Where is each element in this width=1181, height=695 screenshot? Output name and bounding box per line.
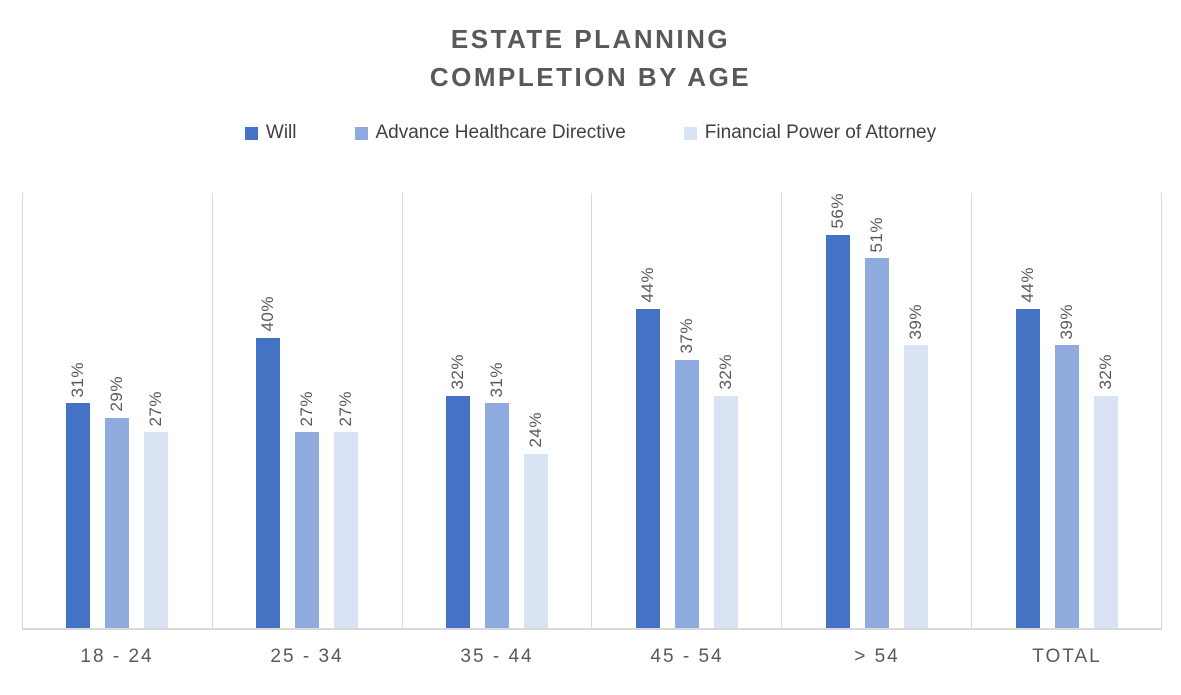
bar-unit-financial-power-of-attorney-35-44: 24% — [524, 193, 549, 628]
bar-unit-will-45-54: 44% — [635, 193, 660, 628]
will-swatch-icon — [244, 126, 258, 140]
plot-area: 31% 29% 27% 40% 27% 27% 32% 31% 24% 44% 37% 32% 56% 5… — [22, 193, 1162, 630]
bar-value-label: 40% — [258, 296, 278, 333]
advance-healthcare-directive-bar — [864, 258, 889, 628]
category-group-18-24: 31% 29% 27% — [22, 193, 212, 628]
bar-value-label: 32% — [448, 354, 468, 390]
will-bar — [446, 396, 471, 628]
bar-unit-advance-healthcare-directive-54: 51% — [864, 193, 889, 628]
advance-healthcare-directive-bar — [1054, 345, 1079, 628]
bar-value-label: 31% — [68, 361, 88, 398]
advance-healthcare-directive-bar — [485, 403, 510, 628]
bar-value-label: 39% — [1056, 303, 1076, 340]
will-bar — [66, 403, 91, 628]
bar-cluster: 40% 27% 27% — [213, 193, 402, 628]
category-group-25-34: 40% 27% 27% — [211, 193, 402, 628]
category-label-18-24: 18 - 24 — [80, 646, 154, 667]
will-bar — [256, 338, 281, 628]
bar-value-label: 51% — [866, 216, 886, 253]
bar-value-label: 32% — [1095, 354, 1115, 390]
bar-unit-financial-power-of-attorney-54: 39% — [903, 193, 928, 628]
bar-unit-will-total: 44% — [1015, 193, 1040, 628]
bar-unit-advance-healthcare-directive-35-44: 31% — [485, 193, 510, 628]
advance-healthcare-directive-bar — [295, 432, 320, 628]
bar-value-label: 39% — [905, 303, 925, 340]
legend-item-financial-power-of-attorney: Financial Power of Attorney — [683, 122, 937, 144]
bar-unit-financial-power-of-attorney-25-34: 27% — [334, 193, 359, 628]
bar-cluster: 56% 51% 39% — [782, 193, 971, 628]
financial-power-of-attorney-bar — [144, 432, 169, 628]
financial-power-of-attorney-bar — [903, 345, 928, 628]
bar-value-label: 44% — [637, 267, 657, 303]
bar-value-label: 29% — [107, 376, 127, 412]
bar-unit-advance-healthcare-directive-45-54: 37% — [674, 193, 699, 628]
will-bar — [825, 234, 850, 628]
chart-title-line-1: ESTATE PLANNING — [450, 24, 731, 54]
bar-cluster: 44% 39% 32% — [972, 193, 1161, 628]
bar-unit-will-18-24: 31% — [66, 193, 91, 628]
category-group-54: 56% 51% 39% — [781, 193, 971, 628]
category-label-25-34: 25 - 34 — [270, 646, 344, 667]
bar-value-label: 27% — [297, 390, 317, 427]
bar-unit-financial-power-of-attorney-total: 32% — [1093, 193, 1118, 628]
category-label-45-54: 45 - 54 — [650, 646, 724, 667]
category-group-45-54: 44% 37% 32% — [591, 193, 781, 628]
advance-healthcare-directive-swatch-icon — [354, 126, 368, 140]
bar-unit-advance-healthcare-directive-total: 39% — [1054, 193, 1079, 628]
bar-unit-will-35-44: 32% — [446, 193, 471, 628]
chart-title: ESTATE PLANNING COMPLETION BY AGE — [0, 0, 1181, 96]
category-label-54: > 54 — [854, 646, 900, 667]
bar-cluster: 44% 37% 32% — [592, 193, 781, 628]
legend-label-advance-healthcare-directive: Advance Healthcare Directive — [375, 122, 626, 143]
legend-item-advance-healthcare-directive: Advance Healthcare Directive — [354, 122, 626, 144]
financial-power-of-attorney-bar — [334, 432, 359, 628]
bar-cluster: 32% 31% 24% — [403, 193, 592, 628]
bar-value-label: 32% — [715, 354, 735, 390]
chart-title-line-2: COMPLETION BY AGE — [429, 62, 752, 92]
bar-value-label: 44% — [1017, 267, 1037, 303]
bar-unit-advance-healthcare-directive-25-34: 27% — [295, 193, 320, 628]
financial-power-of-attorney-swatch-icon — [683, 126, 697, 140]
bar-value-label: 56% — [827, 193, 847, 229]
advance-healthcare-directive-bar — [105, 417, 130, 628]
legend-label-will: Will — [265, 122, 297, 143]
financial-power-of-attorney-bar — [1093, 396, 1118, 628]
bar-value-label: 37% — [676, 318, 696, 354]
will-bar — [635, 309, 660, 628]
bar-unit-will-25-34: 40% — [256, 193, 281, 628]
bar-value-label: 31% — [487, 361, 507, 398]
will-bar — [1015, 309, 1040, 628]
financial-power-of-attorney-bar — [713, 396, 738, 628]
x-axis-labels: 18 - 24 25 - 34 35 - 44 45 - 54 > 54 TOTAL — [22, 630, 1162, 668]
legend: Will Advance Healthcare Directive Financ… — [0, 122, 1181, 144]
advance-healthcare-directive-bar — [674, 359, 699, 628]
bar-unit-advance-healthcare-directive-18-24: 29% — [105, 193, 130, 628]
category-label-total: TOTAL — [1032, 646, 1102, 667]
bar-value-label: 27% — [336, 390, 356, 427]
bar-cluster: 31% 29% 27% — [23, 193, 212, 628]
bar-unit-will-54: 56% — [825, 193, 850, 628]
bar-unit-financial-power-of-attorney-18-24: 27% — [144, 193, 169, 628]
legend-label-financial-power-of-attorney: Financial Power of Attorney — [704, 122, 937, 143]
bar-unit-financial-power-of-attorney-45-54: 32% — [713, 193, 738, 628]
bar-value-label: 24% — [526, 412, 546, 448]
financial-power-of-attorney-bar — [524, 454, 549, 628]
category-label-35-44: 35 - 44 — [460, 646, 534, 667]
bar-value-label: 27% — [146, 390, 166, 427]
category-group-total: 44% 39% 32% — [971, 193, 1161, 628]
legend-item-will: Will — [244, 122, 297, 144]
category-group-35-44: 32% 31% 24% — [401, 193, 592, 628]
